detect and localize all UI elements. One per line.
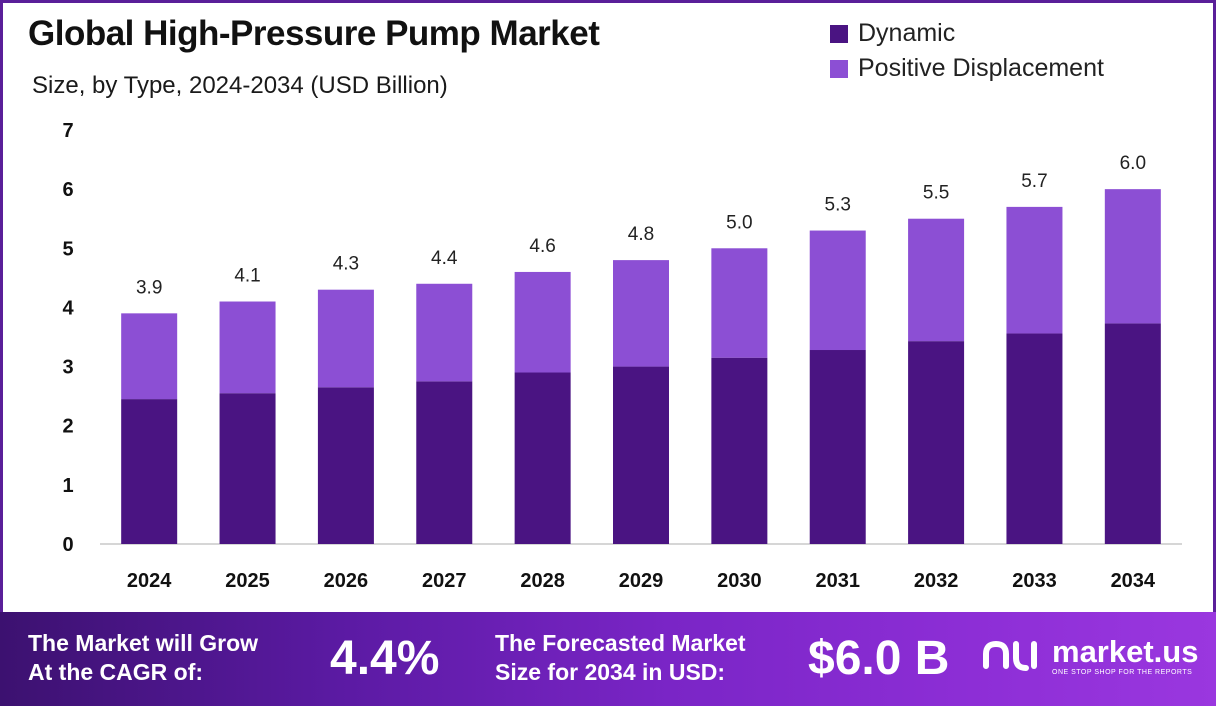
- brand-logo: market.us ONE STOP SHOP FOR THE REPORTS: [982, 636, 1198, 678]
- cagr-label: The Market will Grow At the CAGR of:: [28, 629, 258, 687]
- bar-dynamic-2029: [613, 366, 669, 544]
- total-label-2024: 3.9: [136, 277, 162, 298]
- total-label-2031: 5.3: [825, 195, 851, 216]
- frame-border-right: [1213, 0, 1216, 612]
- x-tick-label-2033: 2033: [1012, 570, 1057, 592]
- x-tick-label-2030: 2030: [717, 570, 762, 592]
- x-tick-label-2028: 2028: [520, 570, 565, 592]
- x-tick-label-2032: 2032: [914, 570, 959, 592]
- bar-dynamic-2030: [711, 357, 768, 544]
- bar-dynamic-2028: [514, 372, 571, 544]
- bar-positive-displacement-2034: [1104, 189, 1161, 324]
- bar-positive-displacement-2024: [121, 313, 178, 400]
- legend-swatch-dynamic: [830, 24, 848, 43]
- bar-positive-displacement-2031: [809, 230, 866, 351]
- x-tick-label-2029: 2029: [619, 570, 664, 592]
- y-tick-label-0: 0: [62, 534, 73, 556]
- bar-dynamic-2034: [1104, 323, 1161, 544]
- total-label-2033: 5.7: [1021, 171, 1047, 192]
- total-label-2032: 5.5: [923, 183, 949, 204]
- x-tick-label-2024: 2024: [127, 570, 172, 592]
- legend-item-dynamic: Dynamic: [830, 16, 1104, 51]
- y-tick-label-5: 5: [62, 238, 73, 260]
- forecast-label-line2: Size for 2034 in USD:: [495, 659, 726, 685]
- bar-positive-displacement-2025: [219, 301, 276, 394]
- y-tick-label-6: 6: [62, 179, 73, 201]
- bar-dynamic-2033: [1006, 333, 1063, 544]
- bar-positive-displacement-2032: [908, 218, 965, 342]
- brand-tagline: ONE STOP SHOP FOR THE REPORTS: [1052, 669, 1193, 676]
- bar-dynamic-2026: [317, 387, 374, 544]
- cagr-label-line2: At the CAGR of:: [28, 659, 204, 685]
- x-tick-label-2026: 2026: [324, 570, 369, 592]
- forecast-value: $6.0 B: [808, 632, 950, 685]
- total-label-2029: 4.8: [628, 224, 654, 245]
- frame-border-left: [0, 0, 3, 612]
- y-tick-label-2: 2: [62, 416, 73, 438]
- y-tick-label-7: 7: [62, 120, 73, 142]
- bar-dynamic-2032: [908, 341, 965, 544]
- total-label-2028: 4.6: [529, 236, 555, 257]
- summary-footer: The Market will Grow At the CAGR of: 4.4…: [0, 612, 1216, 706]
- bar-chart: 0 1 2 3 4 5 6 7 3.9 2024 4.1 2025 4.3 2026 4.4 2027 4.6 2…: [62, 120, 1182, 592]
- total-label-2026: 4.3: [333, 254, 359, 275]
- cagr-value: 4.4%: [330, 632, 440, 685]
- brand-text-block: market.us ONE STOP SHOP FOR THE REPORTS: [1052, 636, 1198, 678]
- legend-label-dynamic: Dynamic: [858, 19, 956, 47]
- bar-positive-displacement-2027: [416, 283, 473, 382]
- cagr-label-line1: The Market will Grow: [28, 630, 259, 656]
- bar-positive-displacement-2028: [514, 271, 571, 373]
- bar-positive-displacement-2030: [711, 248, 768, 358]
- total-label-2027: 4.4: [431, 248, 458, 269]
- forecast-label: The Forecasted Market Size for 2034 in U…: [495, 629, 746, 687]
- legend-swatch-positive-displacement: [830, 59, 848, 78]
- x-tick-label-2025: 2025: [225, 570, 270, 592]
- x-tick-label-2027: 2027: [422, 570, 467, 592]
- chart-subtitle: Size, by Type, 2024-2034 (USD Billion): [32, 72, 448, 99]
- bar-dynamic-2025: [219, 393, 276, 544]
- x-tick-label-2034: 2034: [1111, 570, 1156, 592]
- market-us-logo-icon: [983, 640, 1037, 671]
- bar-positive-displacement-2029: [613, 260, 669, 367]
- x-tick-label-2031: 2031: [815, 570, 860, 592]
- frame-border-top: [0, 0, 1216, 3]
- legend: Dynamic Positive Displacement: [830, 16, 1104, 86]
- bar-dynamic-2031: [809, 350, 866, 544]
- legend-label-positive-displacement: Positive Displacement: [858, 54, 1104, 82]
- total-label-2034: 6.0: [1120, 153, 1146, 174]
- bar-dynamic-2027: [416, 381, 473, 544]
- total-label-2030: 5.0: [726, 212, 752, 233]
- bar-positive-displacement-2026: [317, 289, 374, 388]
- forecast-label-line1: The Forecasted Market: [495, 630, 746, 656]
- y-tick-label-1: 1: [62, 475, 73, 497]
- brand-name: market.us: [1052, 634, 1199, 669]
- y-tick-label-3: 3: [62, 357, 73, 379]
- chart-title: Global High-Pressure Pump Market: [28, 14, 600, 53]
- legend-item-positive-displacement: Positive Displacement: [830, 51, 1104, 86]
- total-label-2025: 4.1: [234, 266, 260, 287]
- y-tick-label-4: 4: [62, 297, 74, 319]
- bar-dynamic-2024: [121, 399, 178, 544]
- bar-positive-displacement-2033: [1006, 206, 1063, 334]
